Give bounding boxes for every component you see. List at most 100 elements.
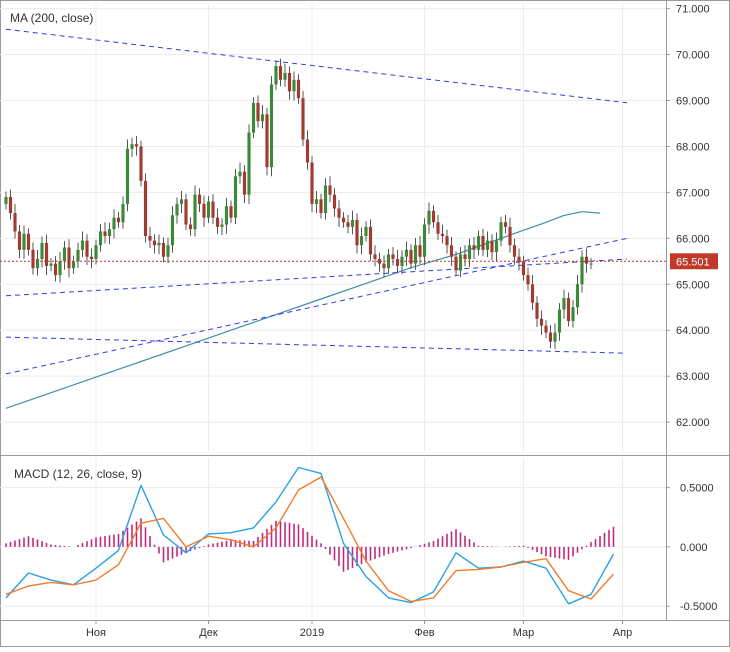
candle-body (242, 171, 247, 195)
candle-body (35, 259, 40, 269)
current-price-badge-bg (670, 253, 718, 270)
candle-body (220, 224, 224, 227)
macd-axis: 0.5000 0.000 -0.5000 (666, 483, 717, 613)
candle-body (170, 215, 175, 246)
candle-body (521, 261, 526, 276)
price-tick-label: 65.000 (676, 279, 710, 291)
candle-body (238, 171, 242, 177)
candle-body (449, 245, 454, 257)
candle-body (224, 206, 229, 225)
candle-body (332, 194, 337, 209)
candle-body (274, 66, 278, 85)
macd-tick-label: -0.5000 (680, 601, 717, 613)
trendline-group (5, 28, 628, 375)
candle-body (530, 284, 535, 303)
candle-body (481, 236, 485, 250)
candle-body (53, 263, 58, 276)
price-tick-label: 66.000 (676, 233, 710, 245)
candle-body (566, 298, 571, 322)
candle-body (193, 194, 197, 230)
price-pane: MA (200, close) 71.000 70.000 69.000 68.000… (0, 4, 718, 452)
candle-body (454, 256, 458, 271)
candle-body (589, 263, 593, 265)
candle-body (485, 240, 490, 250)
candle-body (562, 298, 566, 310)
price-tick-label: 70.000 (676, 50, 710, 62)
candle-body (557, 309, 562, 333)
current-price-badge: 65.501 (670, 253, 718, 270)
candle-body (535, 302, 539, 319)
candle-body (575, 284, 580, 308)
price-tick-label: 62.000 (676, 417, 710, 429)
macd-tick-label: 0.5000 (680, 483, 714, 495)
candle-body (350, 219, 355, 227)
candle-body (539, 318, 544, 326)
candle-body (526, 275, 530, 285)
candle-body (580, 256, 584, 285)
candle-body (98, 231, 103, 246)
candle-body (341, 217, 346, 223)
candle-body (161, 242, 166, 257)
candle-body (211, 201, 215, 218)
price-tick-label: 67.000 (676, 187, 710, 199)
candle-body (287, 72, 292, 92)
candle-body (121, 203, 125, 223)
candle-body (31, 249, 35, 269)
trendline (5, 336, 628, 354)
trendline (5, 258, 628, 297)
candle-body (463, 254, 467, 260)
macd-lines-group (5, 466, 615, 605)
candle-body (494, 240, 499, 253)
candle-body (368, 226, 373, 255)
candle-body (314, 199, 319, 204)
candle-body (125, 148, 130, 204)
candle-body (229, 206, 233, 218)
candle-body (584, 256, 589, 264)
candle-body (292, 79, 296, 92)
time-axis: Ноя Дек 2019 Фев Мар Апр (86, 620, 632, 639)
candle-body (107, 229, 112, 237)
candles-group (4, 58, 593, 350)
candle-body (256, 102, 260, 122)
candle-body (202, 203, 206, 218)
candle-body (436, 222, 440, 234)
candle-body (544, 325, 548, 333)
candle-body (301, 98, 305, 140)
candle-body (206, 201, 211, 218)
candle-body (458, 254, 463, 271)
candle-body (278, 66, 283, 80)
candle-body (94, 245, 98, 260)
candle-body (188, 224, 193, 230)
macd-indicator-label: MACD (12, 26, close, 9) (14, 467, 142, 481)
candle-body (409, 249, 413, 264)
price-axis: 71.000 70.000 69.000 68.000 67.000 66.000 65.0… (666, 4, 710, 429)
time-tick-label: Апр (613, 627, 632, 639)
macd-pane: MACD (12, 26, close, 9) 0.5000 0.000 -0.50… (0, 458, 717, 618)
time-tick-label: Ноя (86, 627, 106, 639)
signal-line (5, 476, 615, 603)
candle-body (13, 213, 17, 232)
candle-body (166, 245, 170, 257)
candle-body (571, 307, 575, 322)
candle-body (413, 245, 418, 264)
candle-body (103, 231, 107, 237)
candle-body (269, 84, 274, 168)
candle-body (305, 139, 310, 163)
candle-body (17, 231, 22, 250)
candle-body (355, 219, 359, 246)
macd-tick-label: 0.000 (680, 542, 708, 554)
candle-body (346, 222, 350, 227)
price-indicator-label: MA (200, close) (10, 11, 93, 25)
candle-body (85, 240, 89, 257)
candle-body (395, 259, 400, 266)
candle-body (418, 245, 422, 257)
time-tick-label: 2019 (300, 627, 324, 639)
candle-body (553, 332, 557, 342)
candle-body (22, 233, 26, 250)
candle-body (8, 196, 13, 214)
candle-body (359, 236, 364, 246)
candle-body (58, 261, 62, 276)
candle-body (337, 208, 341, 218)
candle-body (251, 102, 256, 133)
